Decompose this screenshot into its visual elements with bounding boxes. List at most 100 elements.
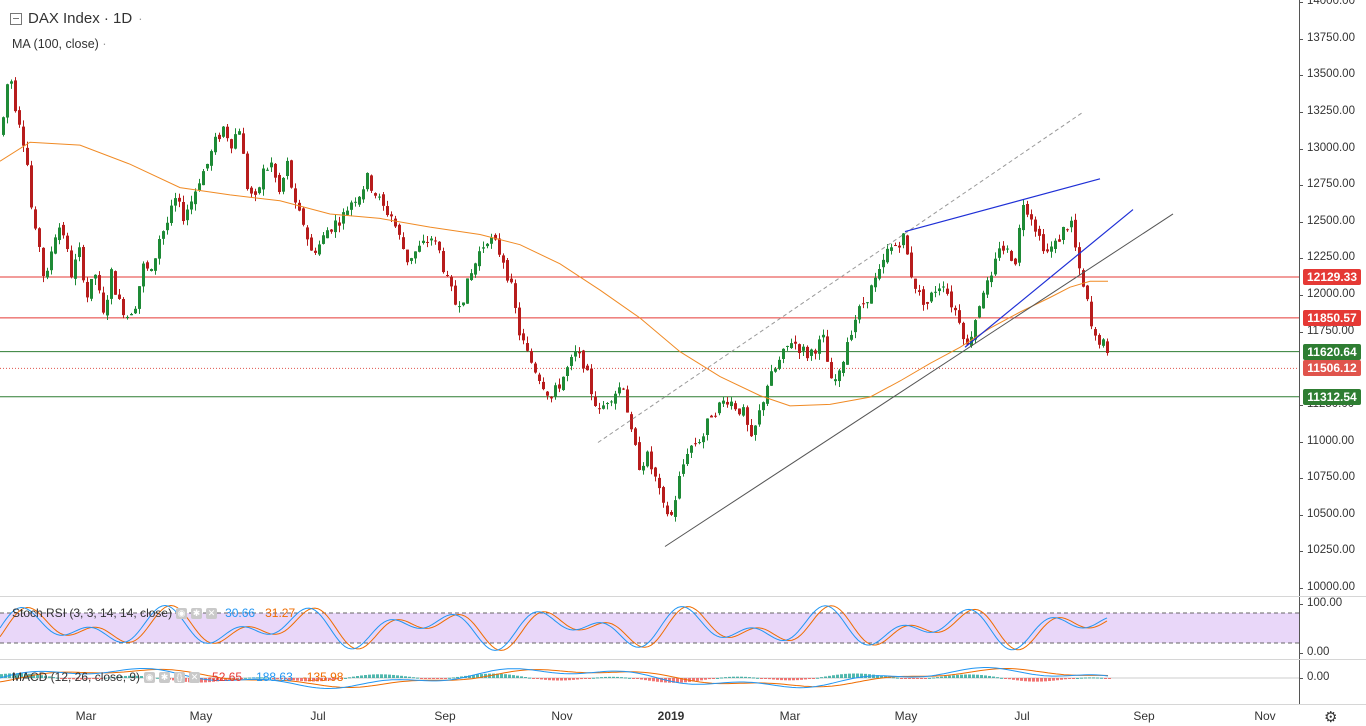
- macd-axis[interactable]: [1299, 660, 1366, 704]
- pane-separator[interactable]: [0, 659, 1366, 660]
- time-axis-label: Nov: [1254, 709, 1276, 723]
- candle-up: [1022, 204, 1025, 231]
- candle-up: [430, 238, 433, 241]
- candle-down: [1030, 214, 1033, 220]
- candle-down: [242, 133, 245, 154]
- macd-histogram-bar: [64, 678, 67, 679]
- candle-down: [62, 224, 65, 236]
- macd-histogram-bar: [264, 677, 267, 679]
- gear-icon[interactable]: ⚙: [1324, 709, 1338, 726]
- macd-histogram-bar: [348, 677, 351, 679]
- rsi-axis[interactable]: [1299, 597, 1366, 659]
- candle-down: [306, 227, 309, 240]
- macd-histogram-bar: [728, 676, 731, 678]
- close-icon[interactable]: ✕: [206, 607, 218, 619]
- macd-histogram-bar: [1084, 677, 1087, 679]
- candle-down: [250, 187, 253, 194]
- candle-up: [358, 196, 361, 205]
- candle-up: [1070, 220, 1073, 228]
- macd-histogram-bar: [824, 676, 827, 678]
- macd-histogram-bar: [1080, 677, 1083, 679]
- candle-up: [106, 299, 109, 316]
- symbol-menu-dots[interactable]: ·: [138, 11, 143, 26]
- candle-down: [1042, 234, 1045, 252]
- macd-histogram-bar: [496, 673, 499, 678]
- candle-up: [6, 84, 9, 118]
- candle-up: [166, 222, 169, 231]
- candle-up: [610, 401, 613, 403]
- candle-down: [666, 505, 669, 515]
- candle-down: [218, 134, 221, 140]
- candle-up: [646, 451, 649, 467]
- ma-menu-dots[interactable]: ·: [102, 37, 107, 51]
- time-axis-label: Mar: [779, 709, 801, 723]
- macd-histogram-bar: [536, 678, 539, 679]
- macd-histogram-bar: [1032, 678, 1035, 682]
- macd-histogram-bar: [384, 674, 387, 678]
- candle-down: [634, 428, 637, 445]
- macd-histogram-bar: [376, 674, 379, 678]
- pane-separator[interactable]: [0, 596, 1366, 597]
- minus-square-icon[interactable]: [10, 12, 22, 25]
- candle-down: [278, 174, 281, 193]
- price-chart-pane[interactable]: [0, 0, 1299, 596]
- macd-histogram-bar: [356, 676, 359, 678]
- macd-histogram-bar: [172, 678, 175, 681]
- macd-histogram-bar: [508, 674, 511, 678]
- close-icon[interactable]: ✕: [189, 671, 201, 683]
- candle-down: [558, 384, 561, 389]
- macd-histogram-bar: [684, 678, 687, 683]
- macd-histogram-bar: [204, 678, 207, 683]
- dashed-channel-line: [597, 112, 1083, 443]
- candle-up: [318, 244, 321, 255]
- macd-histogram-bar: [644, 678, 647, 681]
- candle-down: [502, 255, 505, 263]
- stoch-rsi-legend[interactable]: Stoch RSI (3, 3, 14, 14, close) ◉ ✱ ✕ 30…: [12, 606, 295, 620]
- source-icon[interactable]: {}: [174, 671, 186, 683]
- candle-down: [122, 298, 125, 316]
- macd-histogram-bar: [952, 675, 955, 678]
- candle-up: [238, 131, 241, 135]
- candle-down: [30, 165, 33, 208]
- macd-histogram-bar: [20, 673, 23, 678]
- candle-down: [694, 443, 697, 445]
- candle-down: [230, 139, 233, 149]
- settings-icon[interactable]: ✱: [159, 671, 171, 683]
- macd-histogram-bar: [832, 675, 835, 678]
- candle-up: [754, 425, 757, 435]
- macd-histogram-bar: [588, 678, 591, 679]
- settings-icon[interactable]: ✱: [191, 607, 203, 619]
- macd-histogram-bar: [972, 674, 975, 678]
- macd-histogram-bar: [652, 678, 655, 682]
- level-badge-11850.57: 11850.57: [1303, 309, 1361, 326]
- symbol-legend[interactable]: DAX Index · 1D ·: [10, 10, 143, 27]
- candle-up: [874, 277, 877, 288]
- candle-up: [154, 258, 157, 271]
- candle-up: [758, 410, 761, 425]
- macd-histogram-bar: [916, 678, 919, 679]
- price-axis[interactable]: [1299, 0, 1366, 596]
- candle-up: [870, 285, 873, 304]
- candle-down: [426, 241, 429, 243]
- macd-histogram-bar: [24, 673, 27, 678]
- candle-down: [750, 425, 753, 437]
- price-chart-svg[interactable]: [0, 0, 1299, 596]
- price-axis-tick: 14000.00: [1299, 0, 1355, 7]
- macd-legend[interactable]: MACD (12, 26, close, 9) ◉ ✱ {} ✕ -52.65 …: [12, 670, 343, 684]
- macd-histogram-bar: [580, 678, 583, 680]
- eye-icon[interactable]: ◉: [144, 671, 156, 683]
- candle-up: [130, 313, 133, 316]
- macd-histogram-bar: [620, 677, 623, 679]
- candle-up: [466, 278, 469, 304]
- eye-icon[interactable]: ◉: [176, 607, 188, 619]
- macd-histogram-bar: [276, 678, 279, 679]
- macd-histogram-bar: [756, 677, 759, 679]
- ma-legend[interactable]: MA (100, close) ·: [12, 37, 107, 51]
- macd-histogram-bar: [672, 678, 675, 683]
- macd-histogram-bar: [288, 678, 291, 680]
- candle-down: [66, 235, 69, 250]
- candle-up: [942, 286, 945, 288]
- macd-histogram-bar: [328, 678, 331, 681]
- macd-histogram-bar: [896, 677, 899, 679]
- macd-histogram-bar: [404, 676, 407, 678]
